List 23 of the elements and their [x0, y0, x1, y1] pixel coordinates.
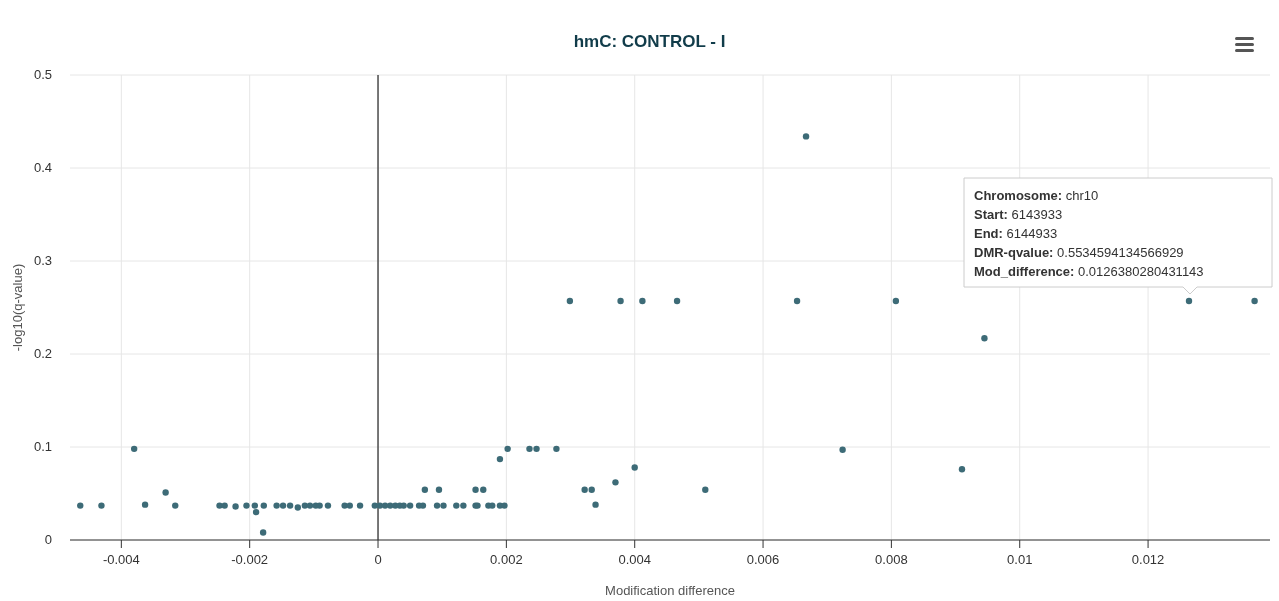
annotation: Chromosome: chr10 [974, 188, 1099, 203]
annotation: Start: 6143933 [974, 207, 1063, 222]
x-tick-label: -0.002 [231, 552, 269, 567]
x-tick-label: 0.012 [1131, 552, 1165, 567]
chart-title: hmC: CONTROL - I [573, 32, 726, 51]
y-tick-label: 0.4 [33, 160, 52, 175]
x-tick-label: 0 [374, 552, 382, 567]
y-tick-label: 0.3 [33, 253, 52, 268]
y-tick-label: 0.5 [33, 67, 52, 82]
x-axis-title: Modification difference [605, 583, 735, 598]
y-tick-label: 0 [44, 532, 52, 547]
x-tick-label: 0.006 [746, 552, 780, 567]
y-axis-title: -log10(q-value) [10, 263, 25, 352]
annotation: End: 6144933 [974, 226, 1058, 241]
x-tick-label: 0.01 [1007, 552, 1033, 567]
annotation: DMR-qvalue: 0.5534594134566929 [974, 245, 1184, 260]
annotation: Mod_difference: 0.0126380280431143 [974, 264, 1204, 279]
x-tick-label: 0.004 [618, 552, 651, 567]
x-tick-label: 0.002 [490, 552, 523, 567]
x-tick-label: 0.008 [875, 552, 908, 567]
x-tick-label: -0.004 [102, 552, 140, 567]
y-tick-label: 0.2 [33, 346, 52, 361]
y-tick-label: 0.1 [33, 439, 52, 454]
